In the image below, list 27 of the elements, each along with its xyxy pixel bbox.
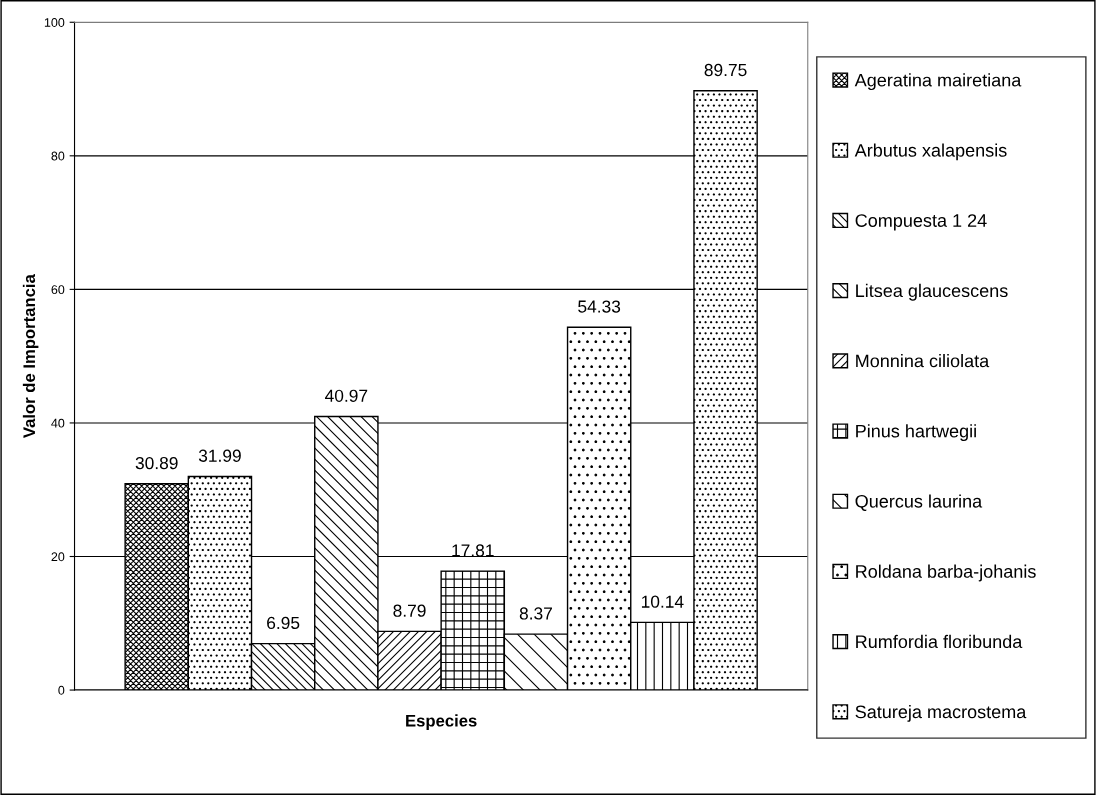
y-tick-label: 40 xyxy=(51,418,65,428)
x-axis-title: Especies xyxy=(406,714,477,730)
data-label: 31.99 xyxy=(198,449,241,462)
y-tick-label: 20 xyxy=(51,552,65,562)
data-label: 10.14 xyxy=(641,595,684,608)
legend-label: Arbutus xalapensis xyxy=(854,143,1007,161)
legend-label: Compuesta 1 24 xyxy=(855,214,987,231)
legend-label: Monnina ciliolata xyxy=(856,354,990,368)
legend-label: Pinus hartwegii xyxy=(856,424,976,442)
y-tick-label: 80 xyxy=(51,151,65,161)
data-label: 6.95 xyxy=(267,616,300,630)
data-label: 30.89 xyxy=(135,456,178,470)
data-label: 8.79 xyxy=(393,604,426,617)
y-axis-title: Valor de Importancia xyxy=(22,274,39,439)
data-label: 54.33 xyxy=(578,300,621,313)
data-label: 8.37 xyxy=(519,607,552,620)
legend-label: Ageratina mairetiana xyxy=(854,73,1022,91)
data-label: 89.75 xyxy=(704,63,747,77)
legend-label: Rumfordia floribunda xyxy=(856,634,1023,649)
y-tick-label: 0 xyxy=(58,685,65,695)
legend-label: Quercus laurina xyxy=(855,494,983,511)
data-label: 40.97 xyxy=(325,389,368,402)
y-tick-label: 60 xyxy=(51,285,65,295)
legend-label: Satureja macrostema xyxy=(855,704,1027,722)
legend-label: Litsea glaucescens xyxy=(856,283,1008,301)
y-tick-label: 100 xyxy=(44,18,65,27)
legend-label: Roldana barba-johanis xyxy=(856,564,1036,582)
